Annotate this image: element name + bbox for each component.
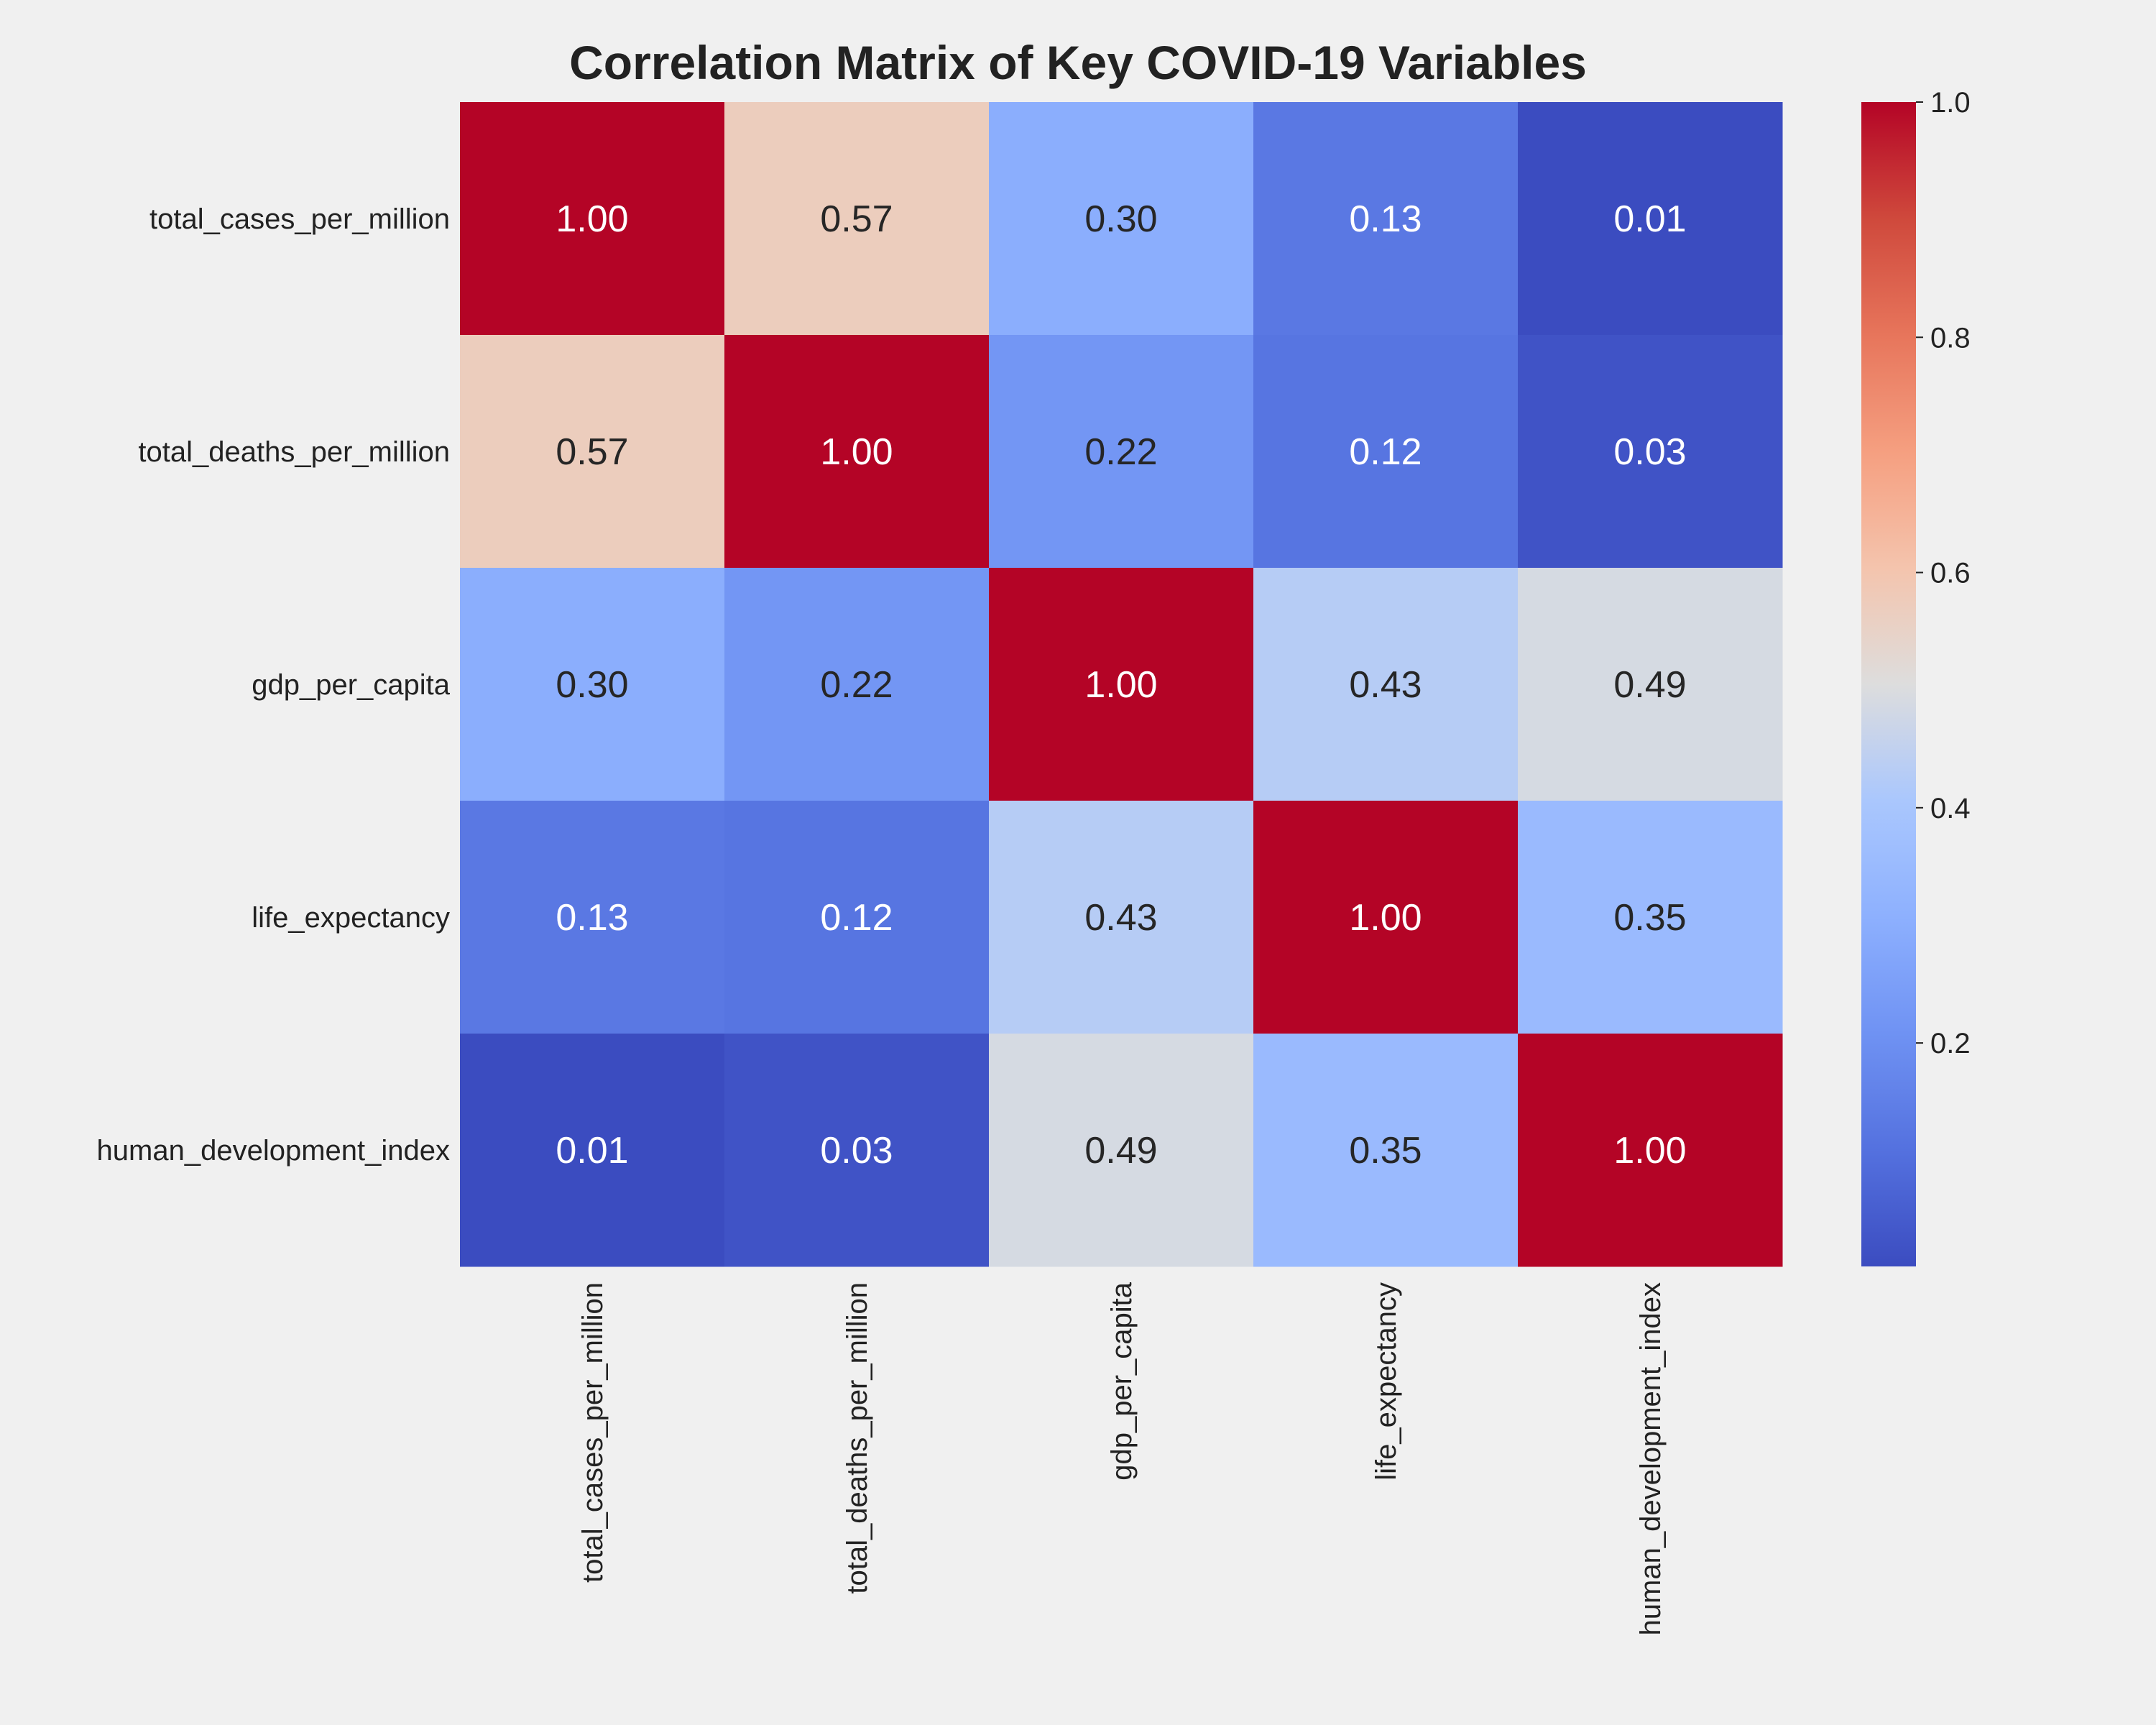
cell-value-label: 1.00 bbox=[820, 431, 893, 473]
colorbar-tick-label: 0.6 bbox=[1930, 558, 1971, 589]
heatmap-cell-2-1 bbox=[724, 568, 990, 801]
row-tick-label: gdp_per_capita bbox=[252, 669, 451, 701]
cell-value-label: 0.35 bbox=[1349, 1130, 1422, 1172]
heatmap-cell-3-0 bbox=[460, 801, 725, 1034]
cell-value-label: 0.57 bbox=[556, 431, 628, 473]
heatmap-cell-2-2 bbox=[989, 568, 1254, 801]
heatmap-cell-0-3 bbox=[1253, 102, 1519, 336]
column-tick-label: life_expectancy bbox=[1370, 1282, 1402, 1481]
heatmap-cell-3-2 bbox=[989, 801, 1254, 1034]
heatmap-cell-1-0 bbox=[460, 335, 725, 569]
heatmap-cell-2-3 bbox=[1253, 568, 1519, 801]
heatmap-cell-4-2 bbox=[989, 1034, 1254, 1267]
colorbar-tick-label: 0.2 bbox=[1930, 1028, 1971, 1059]
row-tick-labels: total_cases_per_million total_deaths_per_… bbox=[97, 203, 451, 1167]
row-tick-label: total_cases_per_million bbox=[149, 203, 450, 235]
cell-value-label: 0.30 bbox=[556, 664, 628, 706]
heatmap-cell-1-3 bbox=[1253, 335, 1519, 569]
cell-value-label: 0.13 bbox=[556, 897, 628, 939]
heatmap-cell-2-4 bbox=[1518, 568, 1783, 801]
cell-value-label: 0.01 bbox=[556, 1130, 628, 1172]
heatmap-cell-0-1 bbox=[724, 102, 990, 336]
heatmap-cell-4-1 bbox=[724, 1034, 990, 1267]
colorbar-tick-label: 0.8 bbox=[1930, 322, 1971, 354]
column-tick-label: total_deaths_per_million bbox=[842, 1282, 873, 1594]
row-tick-label: life_expectancy bbox=[252, 902, 450, 934]
column-tick-label: total_cases_per_million bbox=[577, 1282, 609, 1583]
heatmap-cell-4-0 bbox=[460, 1034, 725, 1267]
cell-value-label: 0.57 bbox=[820, 198, 893, 240]
cell-value-label: 0.03 bbox=[820, 1130, 893, 1172]
cell-value-label: 1.00 bbox=[1349, 897, 1422, 939]
cell-value-label: 1.00 bbox=[556, 198, 628, 240]
chart-title: Correlation Matrix of Key COVID-19 Varia… bbox=[569, 36, 1587, 89]
heatmap-cells: 1.00 0.57 0.30 0.13 0.01 0.57 1.00 0.22 0.12 0.03… bbox=[460, 102, 1783, 1267]
cell-value-label: 1.00 bbox=[1084, 664, 1157, 706]
cell-value-label: 0.22 bbox=[1084, 431, 1157, 473]
cell-value-label: 0.30 bbox=[1084, 198, 1157, 240]
cell-value-label: 0.01 bbox=[1613, 198, 1686, 240]
column-tick-labels: total_cases_per_million total_deaths_per_… bbox=[577, 1282, 1667, 1635]
cell-value-label: 0.12 bbox=[820, 897, 893, 939]
cell-value-label: 0.12 bbox=[1349, 431, 1422, 473]
cell-value-label: 0.35 bbox=[1613, 897, 1686, 939]
heatmap-cell-3-3 bbox=[1253, 801, 1519, 1034]
row-tick-label: human_development_index bbox=[97, 1135, 450, 1167]
cell-value-label: 0.03 bbox=[1613, 431, 1686, 473]
heatmap-cell-0-0 bbox=[460, 102, 725, 336]
cell-value-label: 0.49 bbox=[1613, 664, 1686, 706]
cell-value-label: 0.22 bbox=[820, 664, 893, 706]
heatmap-cell-0-4 bbox=[1518, 102, 1783, 336]
heatmap-cell-2-0 bbox=[460, 568, 725, 801]
heatmap-cell-1-4 bbox=[1518, 335, 1783, 569]
heatmap-cell-3-1 bbox=[724, 801, 990, 1034]
colorbar: 0.2 0.4 0.6 0.8 1.0 bbox=[1861, 87, 1971, 1266]
row-tick-label: total_deaths_per_million bbox=[138, 436, 450, 468]
cell-value-label: 0.43 bbox=[1349, 664, 1422, 706]
cell-value-label: 1.00 bbox=[1613, 1130, 1686, 1172]
heatmap-cell-4-4 bbox=[1518, 1034, 1783, 1267]
cell-value-label: 0.13 bbox=[1349, 198, 1422, 240]
heatmap-cell-4-3 bbox=[1253, 1034, 1519, 1267]
colorbar-tick-label: 1.0 bbox=[1930, 87, 1971, 119]
heatmap-cell-1-1 bbox=[724, 335, 990, 569]
column-tick-label: gdp_per_capita bbox=[1106, 1282, 1138, 1481]
cell-value-label: 0.43 bbox=[1084, 897, 1157, 939]
colorbar-gradient bbox=[1861, 102, 1916, 1266]
heatmap-cell-3-4 bbox=[1518, 801, 1783, 1034]
cell-value-label: 0.49 bbox=[1084, 1130, 1157, 1172]
column-tick-label: human_development_index bbox=[1635, 1282, 1667, 1635]
heatmap-cell-0-2 bbox=[989, 102, 1254, 336]
heatmap-cell-1-2 bbox=[989, 335, 1254, 569]
colorbar-tick-label: 0.4 bbox=[1930, 793, 1971, 824]
